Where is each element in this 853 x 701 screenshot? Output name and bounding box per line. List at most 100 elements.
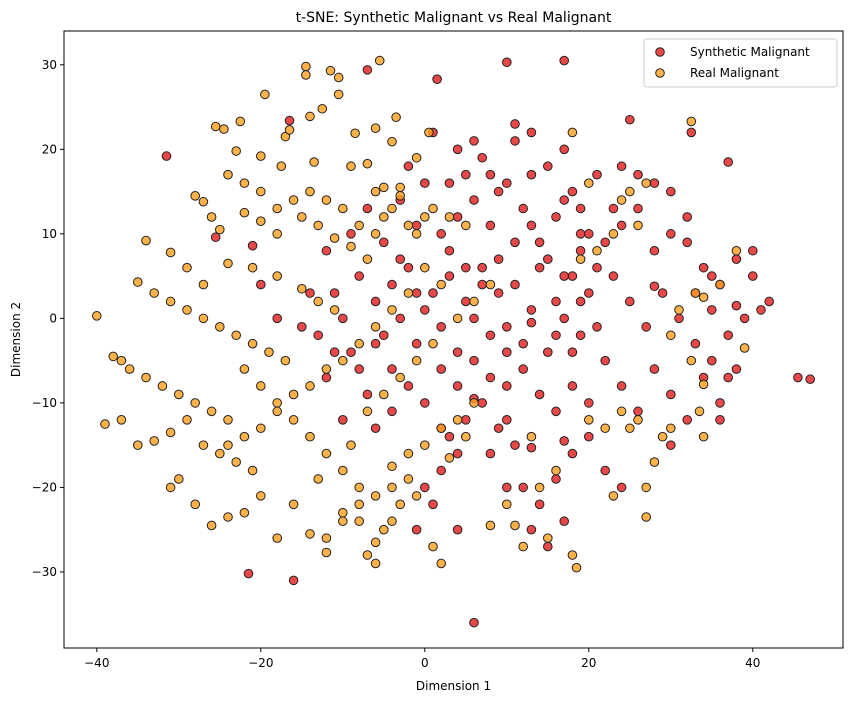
data-point (666, 229, 676, 239)
data-point (493, 254, 504, 265)
data-point (149, 436, 159, 446)
data-point (284, 115, 295, 126)
data-point (748, 271, 758, 281)
data-point (338, 465, 348, 476)
data-point (387, 305, 397, 315)
data-point (551, 212, 561, 222)
data-point (198, 279, 209, 290)
data-point (362, 158, 373, 169)
data-point (502, 499, 512, 510)
data-point (575, 203, 586, 214)
data-point (584, 178, 594, 188)
data-point (461, 262, 471, 273)
data-point (370, 537, 381, 548)
data-point (559, 195, 570, 205)
data-point (469, 136, 479, 146)
data-point (420, 212, 430, 222)
data-point (534, 482, 545, 493)
data-point (657, 431, 668, 442)
data-point (305, 381, 315, 391)
data-point (411, 338, 422, 349)
data-point (518, 364, 529, 374)
data-point (313, 474, 324, 484)
data-point (600, 465, 611, 476)
data-point (731, 364, 742, 374)
data-point (329, 305, 340, 315)
data-point (534, 389, 545, 400)
data-point (223, 169, 233, 180)
data-point (567, 347, 578, 357)
data-point (666, 186, 676, 197)
data-point (764, 296, 775, 307)
data-point (354, 338, 365, 349)
data-point (354, 364, 365, 374)
data-point (682, 237, 693, 248)
data-point (575, 296, 586, 307)
legend-marker (655, 68, 665, 78)
data-point (534, 262, 545, 273)
data-point (272, 406, 283, 417)
data-point (297, 283, 307, 294)
data-point (387, 516, 397, 527)
data-point (485, 330, 496, 341)
data-point (272, 203, 283, 214)
data-point (551, 406, 561, 417)
data-point (559, 516, 570, 527)
data-point (694, 406, 705, 417)
data-point (428, 288, 438, 298)
data-point (403, 448, 414, 459)
data-point (625, 296, 635, 307)
data-point (502, 178, 512, 188)
data-point (649, 457, 660, 467)
data-point (182, 414, 192, 425)
data-point (690, 288, 701, 298)
data-point (370, 296, 381, 307)
data-point (231, 146, 241, 156)
data-point (686, 355, 697, 366)
data-point (420, 482, 430, 493)
data-point (559, 271, 570, 281)
data-point (210, 121, 221, 132)
data-point (333, 72, 344, 83)
data-point (600, 237, 611, 248)
data-point (485, 169, 496, 180)
data-point (543, 347, 553, 357)
data-point (666, 389, 676, 400)
data-point (346, 440, 356, 450)
data-point (452, 381, 463, 391)
data-point (707, 305, 717, 315)
data-point (584, 288, 594, 298)
data-point (485, 220, 496, 231)
data-point (395, 372, 406, 383)
data-point (715, 279, 725, 290)
data-point (444, 431, 455, 442)
data-point (174, 389, 184, 400)
data-point (424, 127, 434, 138)
data-point (485, 448, 496, 459)
data-point (190, 398, 200, 408)
data-point (411, 491, 422, 501)
data-point (247, 465, 258, 476)
data-point (350, 128, 360, 139)
data-point (567, 127, 578, 138)
data-point (793, 372, 803, 383)
data-point (641, 178, 652, 188)
data-point (288, 414, 299, 425)
data-point (559, 436, 570, 446)
data-point (723, 372, 734, 383)
data-point (608, 229, 619, 239)
data-point (403, 262, 414, 273)
data-point (608, 491, 619, 501)
data-point (362, 406, 373, 417)
data-point (485, 372, 496, 383)
data-point (477, 152, 488, 163)
data-point (436, 465, 447, 476)
data-point (387, 136, 397, 147)
x-tick-label: −20 (248, 656, 273, 670)
data-point (567, 271, 578, 281)
data-point (309, 157, 319, 167)
data-point (584, 431, 594, 442)
data-point (92, 311, 102, 321)
data-point (370, 186, 381, 197)
